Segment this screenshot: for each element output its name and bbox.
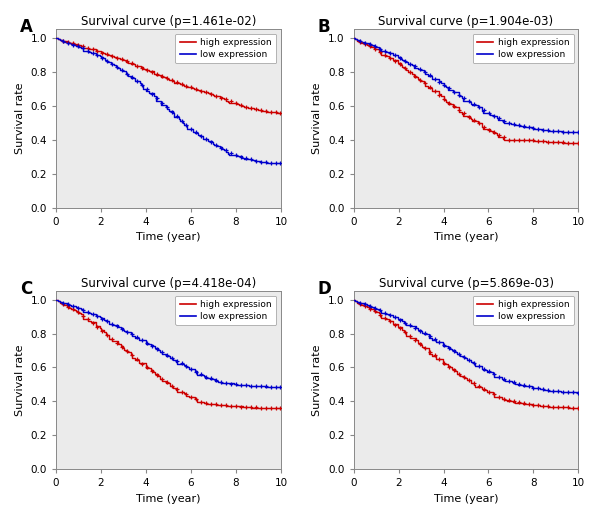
Legend: high expression, low expression: high expression, low expression [473,34,574,63]
Legend: high expression, low expression: high expression, low expression [175,34,277,63]
Title: Survival curve (p=5.869e-03): Survival curve (p=5.869e-03) [379,277,554,290]
Y-axis label: Survival rate: Survival rate [313,345,323,416]
Y-axis label: Survival rate: Survival rate [313,83,323,154]
Title: Survival curve (p=1.461e-02): Survival curve (p=1.461e-02) [81,15,256,28]
Y-axis label: Survival rate: Survival rate [15,345,25,416]
Legend: high expression, low expression: high expression, low expression [473,295,574,325]
Y-axis label: Survival rate: Survival rate [15,83,25,154]
X-axis label: Time (year): Time (year) [434,494,498,504]
Text: D: D [317,280,331,298]
X-axis label: Time (year): Time (year) [136,494,201,504]
Text: B: B [317,19,330,36]
Title: Survival curve (p=1.904e-03): Survival curve (p=1.904e-03) [379,15,554,28]
Title: Survival curve (p=4.418e-04): Survival curve (p=4.418e-04) [81,277,256,290]
Text: A: A [20,19,33,36]
X-axis label: Time (year): Time (year) [136,232,201,242]
Legend: high expression, low expression: high expression, low expression [175,295,277,325]
X-axis label: Time (year): Time (year) [434,232,498,242]
Text: C: C [20,280,32,298]
